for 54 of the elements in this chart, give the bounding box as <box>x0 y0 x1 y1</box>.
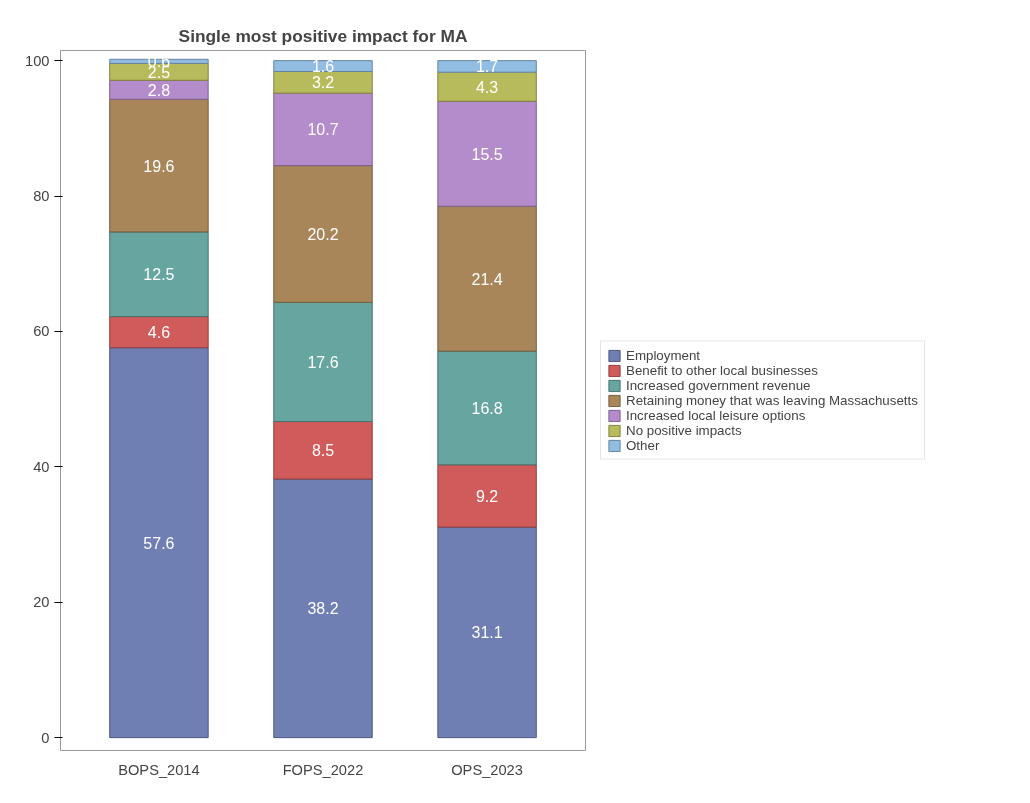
bar <box>437 100 537 207</box>
bar <box>437 526 537 739</box>
bar <box>109 231 209 318</box>
data-label: 9.2 <box>475 487 499 505</box>
y-tick-label: 0 <box>41 729 50 746</box>
data-label: 4.3 <box>475 78 499 96</box>
data-label: 16.8 <box>471 399 503 417</box>
bar <box>437 350 537 466</box>
data-label: 38.2 <box>307 600 339 618</box>
legend-label: Retaining money that was leaving Massachusetts <box>626 392 918 408</box>
bar <box>109 347 209 739</box>
chart-title: Single most positive impact for MA <box>178 25 468 46</box>
bar <box>437 205 537 352</box>
x-tick-label: BOPS_2014 <box>118 761 200 778</box>
bar <box>273 70 373 94</box>
legend-label: Other <box>626 437 660 453</box>
data-label: 21.4 <box>471 270 503 288</box>
data-label: 17.6 <box>307 353 339 371</box>
data-label: 3.2 <box>311 74 335 92</box>
bar <box>273 301 373 422</box>
bar <box>437 60 537 73</box>
bar <box>109 98 209 233</box>
y-tick-label: 100 <box>25 52 50 69</box>
y-tick-label: 80 <box>33 188 50 205</box>
bar <box>437 464 537 528</box>
legend-label: No positive impacts <box>626 422 742 438</box>
data-label: 1.7 <box>475 58 499 76</box>
data-label: 10.7 <box>307 121 339 139</box>
x-tick-label: FOPS_2022 <box>282 761 364 778</box>
bar <box>273 60 373 72</box>
legend-label: Increased local leisure options <box>626 407 806 423</box>
data-label: 4.6 <box>147 324 171 342</box>
bar <box>273 478 373 739</box>
data-label: 31.1 <box>471 624 503 642</box>
legend-label: Employment <box>626 347 701 363</box>
data-label: 12.5 <box>143 266 175 284</box>
bar <box>273 165 373 303</box>
y-tick-label: 60 <box>33 323 50 340</box>
data-label: 8.5 <box>311 442 335 460</box>
data-label: 20.2 <box>307 225 339 243</box>
bar <box>109 316 209 349</box>
data-label: 57.6 <box>143 534 175 552</box>
y-tick-label: 40 <box>33 458 50 475</box>
bar <box>273 420 373 480</box>
data-label: 1.6 <box>311 58 335 76</box>
legend-label: Increased government revenue <box>626 377 811 393</box>
data-label: 19.6 <box>143 157 175 175</box>
y-tick-label: 20 <box>33 594 50 611</box>
data-label: 15.5 <box>471 145 503 163</box>
data-label: 2.8 <box>147 81 171 99</box>
x-tick-label: OPS_2023 <box>451 761 523 778</box>
bar <box>273 92 373 167</box>
bar <box>437 71 537 102</box>
legend-label: Benefit to other local businesses <box>626 362 818 378</box>
